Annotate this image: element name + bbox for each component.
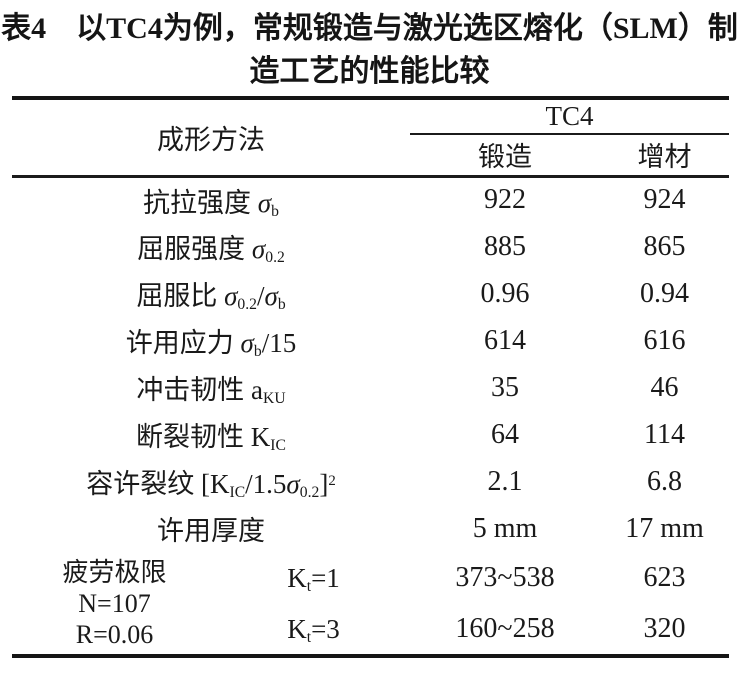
performance-comparison-table: 成形方法 TC4 锻造 增材 抗拉强度 σb 922 924 屈服强度 σ0.2 885…	[12, 96, 730, 658]
row-label: 屈服比 σ0.2/σb	[136, 281, 286, 313]
cell-forging-value: 0.96	[480, 277, 530, 309]
fatigue-limit-label: 疲劳极限 N=107 R=0.06	[12, 552, 217, 656]
cell-additive-value: 865	[643, 230, 686, 262]
row-label: 许用厚度	[157, 516, 265, 546]
table-title-line1: 表4 以TC4为例，常规锻造与激光选区熔化（SLM）制	[1, 12, 738, 45]
fatigue-limit-line: N=107	[78, 588, 151, 618]
cell-forging-value: 373~538	[455, 562, 555, 593]
header-col-forging: 锻造	[410, 134, 600, 178]
row-label: 冲击韧性 aKU	[136, 375, 286, 407]
row-label: 屈服强度 σ0.2	[137, 234, 285, 266]
table-title-line2: 造工艺的性能比较	[249, 55, 490, 88]
kt-factor-label: Kt=3	[287, 613, 340, 646]
row-label: 断裂韧性 KIC	[136, 422, 286, 454]
cell-forging-value: 160~258	[455, 613, 555, 644]
table-row: 冲击韧性 aKU 35 46	[12, 364, 729, 411]
row-label: 容许裂纹 [KIC/1.5σ0.2]2	[86, 469, 336, 501]
cell-additive-value: 924	[643, 184, 686, 216]
cell-additive-value: 623	[643, 562, 686, 593]
header-group-tc4: TC4	[410, 98, 730, 135]
cell-additive-value: 616	[643, 324, 686, 356]
table-row: 容许裂纹 [KIC/1.5σ0.2]2 2.1 6.8	[12, 458, 729, 505]
row-label: 抗拉强度 σb	[143, 187, 279, 220]
cell-forging-value: 614	[484, 324, 526, 356]
table-row: 抗拉强度 σb 922 924	[12, 176, 729, 223]
table-row: 许用应力 σb/15 614 616	[12, 317, 729, 364]
header-row-columns: 锻造 增材	[12, 134, 730, 178]
cell-additive-value: 320	[643, 613, 686, 644]
kt-factor-label: Kt=1	[287, 562, 340, 595]
table-row: 断裂韧性 KIC 64 114	[12, 411, 729, 458]
header-col-additive: 增材	[600, 134, 730, 178]
cell-forging-value: 64	[491, 418, 519, 450]
cell-forging-value: 922	[484, 184, 526, 216]
table-row: 疲劳极限 N=107 R=0.06 Kt=1 373~538 623	[12, 552, 729, 649]
cell-additive-value: 6.8	[647, 465, 682, 497]
table-row: 屈服比 σ0.2/σb 0.96 0.94	[12, 270, 729, 317]
cell-additive-value: 46	[650, 371, 679, 403]
table-row: 许用厚度 5 mm 17 mm	[12, 505, 729, 552]
header-row-group: 成形方法 TC4	[12, 98, 730, 178]
table-row: 屈服强度 σ0.2 885 865	[12, 223, 729, 270]
cell-forging-value: 885	[484, 230, 526, 262]
cell-forging-value: 5 mm	[472, 512, 538, 544]
cell-additive-value: 17 mm	[625, 512, 704, 544]
cell-additive-value: 114	[644, 418, 685, 450]
cell-forging-value: 35	[491, 371, 519, 403]
table-header: 成形方法 TC4 锻造 增材	[12, 98, 730, 178]
fatigue-limit-line: R=0.06	[75, 619, 154, 649]
row-label: 许用应力 σb/15	[125, 328, 297, 360]
cell-forging-value: 2.1	[487, 465, 523, 497]
fatigue-limit-line: 疲劳极限	[62, 557, 167, 587]
table-body: 抗拉强度 σb 922 924 屈服强度 σ0.2 885 865 屈服比 σ0.2/σb 0…	[12, 176, 729, 656]
cell-additive-value: 0.94	[640, 277, 689, 309]
header-method: 成形方法	[12, 98, 410, 178]
table-row: Kt=3 160~258 320	[12, 604, 729, 656]
table-title: 表4 以TC4为例，常规锻造与激光选区熔化（SLM）制 造工艺的性能比较	[0, 0, 739, 93]
